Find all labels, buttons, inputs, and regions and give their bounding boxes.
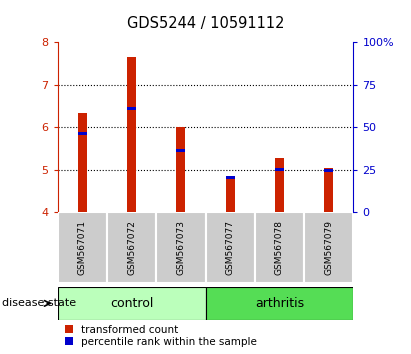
Bar	[226, 176, 235, 212]
FancyBboxPatch shape	[58, 287, 206, 320]
Bar	[127, 57, 136, 212]
FancyBboxPatch shape	[156, 212, 206, 283]
Bar	[324, 168, 333, 212]
Bar	[176, 149, 185, 152]
Text: GSM567078: GSM567078	[275, 220, 284, 275]
Text: GDS5244 / 10591112: GDS5244 / 10591112	[127, 16, 284, 31]
FancyBboxPatch shape	[107, 212, 156, 283]
Text: GSM567072: GSM567072	[127, 220, 136, 275]
Bar	[275, 158, 284, 212]
Bar	[78, 132, 87, 135]
Bar	[176, 127, 185, 212]
Bar	[324, 169, 333, 172]
FancyBboxPatch shape	[58, 212, 107, 283]
Legend: transformed count, percentile rank within the sample: transformed count, percentile rank withi…	[63, 322, 259, 349]
FancyBboxPatch shape	[255, 212, 304, 283]
Text: disease state: disease state	[2, 298, 76, 308]
Bar	[78, 113, 87, 212]
FancyBboxPatch shape	[206, 212, 255, 283]
Text: GSM567071: GSM567071	[78, 220, 87, 275]
Text: GSM567079: GSM567079	[324, 220, 333, 275]
Bar	[275, 169, 284, 171]
Text: arthritis: arthritis	[255, 297, 304, 310]
FancyBboxPatch shape	[304, 212, 353, 283]
Text: GSM567077: GSM567077	[226, 220, 235, 275]
FancyBboxPatch shape	[206, 287, 353, 320]
Text: GSM567073: GSM567073	[176, 220, 185, 275]
Text: control: control	[110, 297, 153, 310]
Bar	[226, 176, 235, 179]
Bar	[127, 107, 136, 110]
